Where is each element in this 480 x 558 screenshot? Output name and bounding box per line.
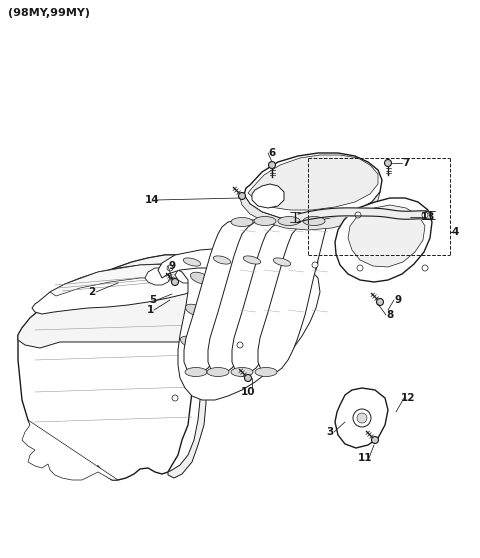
Ellipse shape: [231, 368, 253, 377]
Polygon shape: [232, 220, 302, 376]
Text: 2: 2: [88, 287, 96, 297]
Circle shape: [422, 212, 428, 218]
Circle shape: [237, 342, 243, 348]
Text: 7: 7: [402, 158, 410, 168]
Circle shape: [376, 299, 384, 305]
Ellipse shape: [278, 217, 300, 225]
Polygon shape: [258, 220, 328, 376]
Circle shape: [355, 212, 361, 218]
Text: 9: 9: [395, 295, 402, 305]
Ellipse shape: [207, 368, 229, 377]
Polygon shape: [50, 264, 210, 296]
Polygon shape: [335, 198, 432, 282]
Text: 13: 13: [421, 212, 435, 222]
Polygon shape: [168, 260, 320, 400]
Polygon shape: [252, 184, 284, 208]
Circle shape: [239, 193, 245, 200]
Circle shape: [312, 262, 318, 268]
Text: 8: 8: [386, 310, 394, 320]
Polygon shape: [175, 267, 198, 283]
Polygon shape: [244, 153, 382, 220]
Polygon shape: [18, 255, 226, 480]
Text: 9: 9: [168, 261, 176, 271]
Ellipse shape: [191, 272, 210, 284]
Polygon shape: [168, 266, 226, 478]
Circle shape: [384, 160, 392, 166]
Circle shape: [268, 161, 276, 169]
Circle shape: [357, 265, 363, 271]
Text: 14: 14: [144, 195, 159, 205]
Ellipse shape: [254, 217, 276, 225]
Polygon shape: [208, 220, 278, 376]
Ellipse shape: [185, 304, 204, 316]
Text: 4: 4: [451, 227, 459, 237]
Circle shape: [171, 278, 179, 286]
Polygon shape: [335, 388, 388, 448]
Ellipse shape: [303, 217, 325, 225]
Text: (98MY,99MY): (98MY,99MY): [8, 8, 90, 18]
Ellipse shape: [243, 256, 261, 264]
Circle shape: [372, 436, 379, 444]
Ellipse shape: [205, 332, 225, 344]
Ellipse shape: [255, 368, 277, 377]
Text: 12: 12: [401, 393, 415, 403]
Circle shape: [422, 265, 428, 271]
Ellipse shape: [273, 258, 291, 266]
Polygon shape: [32, 264, 214, 314]
Ellipse shape: [180, 336, 200, 348]
Text: 1: 1: [146, 305, 154, 315]
Text: 5: 5: [149, 295, 156, 305]
Circle shape: [167, 265, 173, 271]
Ellipse shape: [230, 329, 250, 341]
Ellipse shape: [273, 264, 291, 276]
Circle shape: [244, 374, 252, 382]
Polygon shape: [184, 220, 255, 376]
Polygon shape: [22, 420, 118, 480]
Polygon shape: [158, 248, 318, 278]
Ellipse shape: [237, 296, 255, 308]
Polygon shape: [145, 268, 170, 285]
Ellipse shape: [255, 326, 275, 338]
Circle shape: [357, 413, 367, 423]
Ellipse shape: [218, 266, 238, 278]
Ellipse shape: [231, 218, 253, 227]
Polygon shape: [240, 192, 380, 230]
Circle shape: [353, 409, 371, 427]
Text: 6: 6: [268, 148, 276, 158]
Ellipse shape: [246, 264, 265, 276]
Text: 10: 10: [241, 387, 255, 397]
Ellipse shape: [213, 256, 231, 264]
Text: 3: 3: [326, 427, 334, 437]
Ellipse shape: [210, 299, 229, 311]
Ellipse shape: [261, 294, 279, 306]
Ellipse shape: [183, 258, 201, 266]
Polygon shape: [248, 155, 378, 210]
Polygon shape: [18, 255, 228, 348]
Polygon shape: [348, 205, 425, 267]
Circle shape: [172, 395, 178, 401]
Text: 11: 11: [358, 453, 372, 463]
Ellipse shape: [185, 368, 207, 377]
